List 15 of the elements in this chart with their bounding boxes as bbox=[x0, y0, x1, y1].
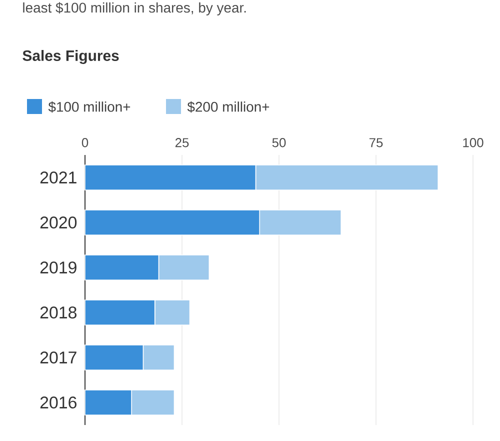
y-tick-label: 2019 bbox=[40, 261, 76, 274]
chart-subtitle: least $100 million in shares, by year. bbox=[23, 2, 246, 16]
x-tick-label: 75 bbox=[369, 138, 383, 148]
chart-title: Sales Figures bbox=[22, 50, 119, 64]
x-tick-label: 100 bbox=[463, 138, 484, 148]
y-tick-label: 2021 bbox=[40, 171, 76, 184]
x-tick-label: 50 bbox=[272, 138, 286, 148]
y-tick-label: 2016 bbox=[40, 396, 76, 408]
legend-label: $100 million+ bbox=[48, 101, 130, 113]
y-tick-label: 2020 bbox=[40, 216, 77, 228]
legend-label: $200 million+ bbox=[187, 101, 270, 113]
x-tick-label: 0 bbox=[82, 138, 88, 148]
x-tick-label: 25 bbox=[175, 138, 189, 148]
y-tick-label: 2018 bbox=[40, 306, 76, 318]
y-tick-label: 2017 bbox=[40, 351, 76, 364]
